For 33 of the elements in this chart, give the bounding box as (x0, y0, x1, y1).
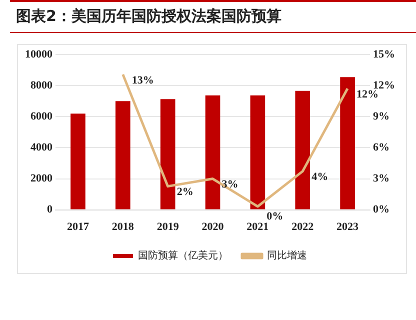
bar (250, 95, 266, 210)
y2-tick-label: 3% (373, 172, 390, 185)
x-tick-label: 2021 (246, 221, 269, 234)
x-tick-label: 2018 (112, 221, 134, 234)
y2-tick-label: 0% (373, 204, 390, 216)
data-label: 2% (176, 186, 194, 198)
x-tick-label: 2023 (336, 221, 360, 234)
bar (70, 114, 86, 210)
bar (340, 77, 355, 210)
x-tick-label: 2022 (292, 221, 314, 234)
x-tick-label: 2020 (202, 221, 224, 234)
y2-tick-label: 9% (373, 110, 390, 123)
y2-tick-label: 6% (373, 142, 390, 154)
y2-tick-label: 15% (373, 48, 395, 60)
y-tick-label: 10000 (25, 48, 53, 60)
bar (295, 90, 310, 210)
bar (205, 95, 220, 210)
data-label: 4% (312, 171, 328, 184)
y-tick-label: 2000 (30, 172, 53, 185)
data-label: 13% (132, 74, 154, 86)
bar (115, 101, 130, 210)
x-tick-label: 2019 (156, 221, 180, 234)
legend-label: 国防预算（亿美元） (138, 250, 228, 262)
y-tick-label: 8000 (30, 79, 53, 92)
data-label: 0% (266, 210, 284, 222)
x-tick-label: 2017 (66, 221, 90, 234)
bar (160, 99, 176, 210)
data-label: 3% (222, 178, 238, 191)
y-tick-label: 0 (47, 204, 53, 216)
y-tick-label: 4000 (30, 142, 53, 154)
y-tick-label: 6000 (30, 110, 53, 123)
legend-label: 同比增速 (267, 250, 307, 262)
chart-title: 图表2：美国历年国防授权法案国防预算 (16, 7, 282, 26)
